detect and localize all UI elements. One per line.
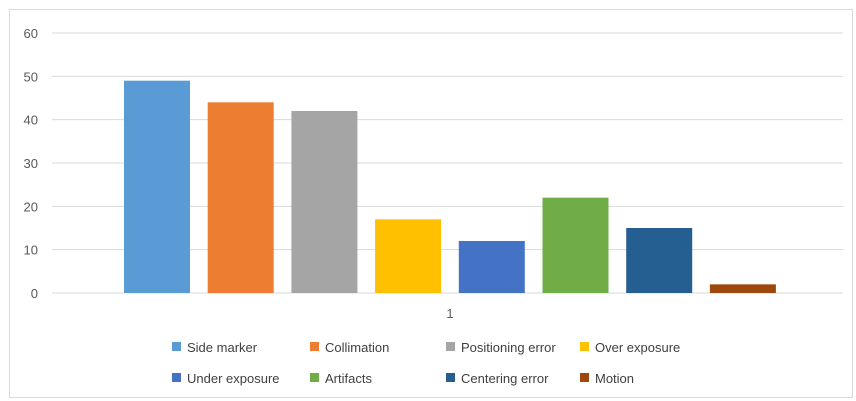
bar-artifacts [542, 197, 609, 293]
legend-item: Collimation [310, 340, 389, 355]
legend: Side marker Collimation Positioning error O… [172, 340, 680, 386]
bar-over-exposure [375, 219, 442, 293]
y-tick-label: 40 [24, 113, 38, 128]
bar-centering-error [626, 228, 693, 293]
legend-label: Centering error [461, 371, 549, 386]
legend-swatch [446, 373, 455, 382]
legend-item: Positioning error [446, 340, 556, 355]
y-tick-label: 30 [24, 156, 38, 171]
legend-item: Centering error [446, 371, 549, 386]
bar-collimation [207, 102, 274, 293]
bar-motion [709, 284, 776, 293]
y-tick-label: 50 [24, 69, 38, 84]
legend-label: Motion [595, 371, 634, 386]
legend-swatch [310, 342, 319, 351]
legend-label: Over exposure [595, 340, 680, 355]
legend-swatch [172, 342, 181, 351]
legend-swatch [580, 373, 589, 382]
legend-item: Side marker [172, 340, 258, 355]
legend-label: Under exposure [187, 371, 280, 386]
legend-swatch [580, 342, 589, 351]
legend-swatch [446, 342, 455, 351]
legend-item: Over exposure [580, 340, 680, 355]
y-axis: 0 10 20 30 40 50 60 [24, 26, 38, 301]
x-axis: 1 [446, 306, 453, 321]
x-tick-label: 1 [446, 306, 453, 321]
legend-swatch [310, 373, 319, 382]
bars [124, 80, 776, 294]
y-tick-label: 60 [24, 26, 38, 41]
legend-label: Side marker [187, 340, 258, 355]
bar-side-marker [124, 80, 190, 294]
bar-under-exposure [458, 241, 525, 293]
legend-item: Motion [580, 371, 634, 386]
legend-swatch [172, 373, 181, 382]
y-tick-label: 20 [24, 199, 38, 214]
legend-label: Positioning error [461, 340, 556, 355]
legend-label: Collimation [325, 340, 389, 355]
legend-label: Artifacts [325, 371, 372, 386]
legend-item: Under exposure [172, 371, 280, 386]
y-tick-label: 0 [31, 286, 38, 301]
bar-positioning-error [291, 111, 358, 293]
y-tick-label: 10 [24, 243, 38, 258]
legend-item: Artifacts [310, 371, 372, 386]
